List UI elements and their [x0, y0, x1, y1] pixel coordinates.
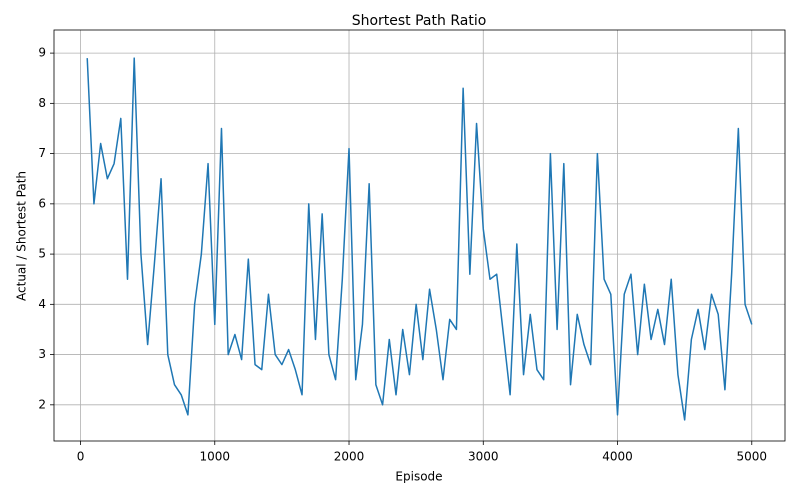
y-tick-label: 9 — [38, 46, 46, 60]
chart-title: Shortest Path Ratio — [352, 13, 487, 29]
x-tick-label: 1000 — [199, 450, 230, 464]
plot-frame — [53, 29, 786, 442]
x-tick-label: 4000 — [602, 450, 633, 464]
y-tick-label: 8 — [38, 96, 46, 110]
y-tick-label: 6 — [38, 196, 46, 210]
y-axis-label: Actual / Shortest Path — [15, 171, 29, 301]
x-tick-label: 2000 — [334, 450, 365, 464]
x-tick-label: 3000 — [468, 450, 499, 464]
y-tick-label: 2 — [38, 397, 46, 411]
y-tick-label: 4 — [38, 297, 46, 311]
x-axis-label: Episode — [395, 470, 442, 484]
x-tick-label: 5000 — [736, 450, 767, 464]
x-tick-label: 0 — [77, 450, 85, 464]
y-tick-label: 3 — [38, 347, 46, 361]
y-tick-label: 7 — [38, 146, 46, 160]
y-tick-label: 5 — [38, 247, 46, 261]
line — [86, 57, 753, 421]
